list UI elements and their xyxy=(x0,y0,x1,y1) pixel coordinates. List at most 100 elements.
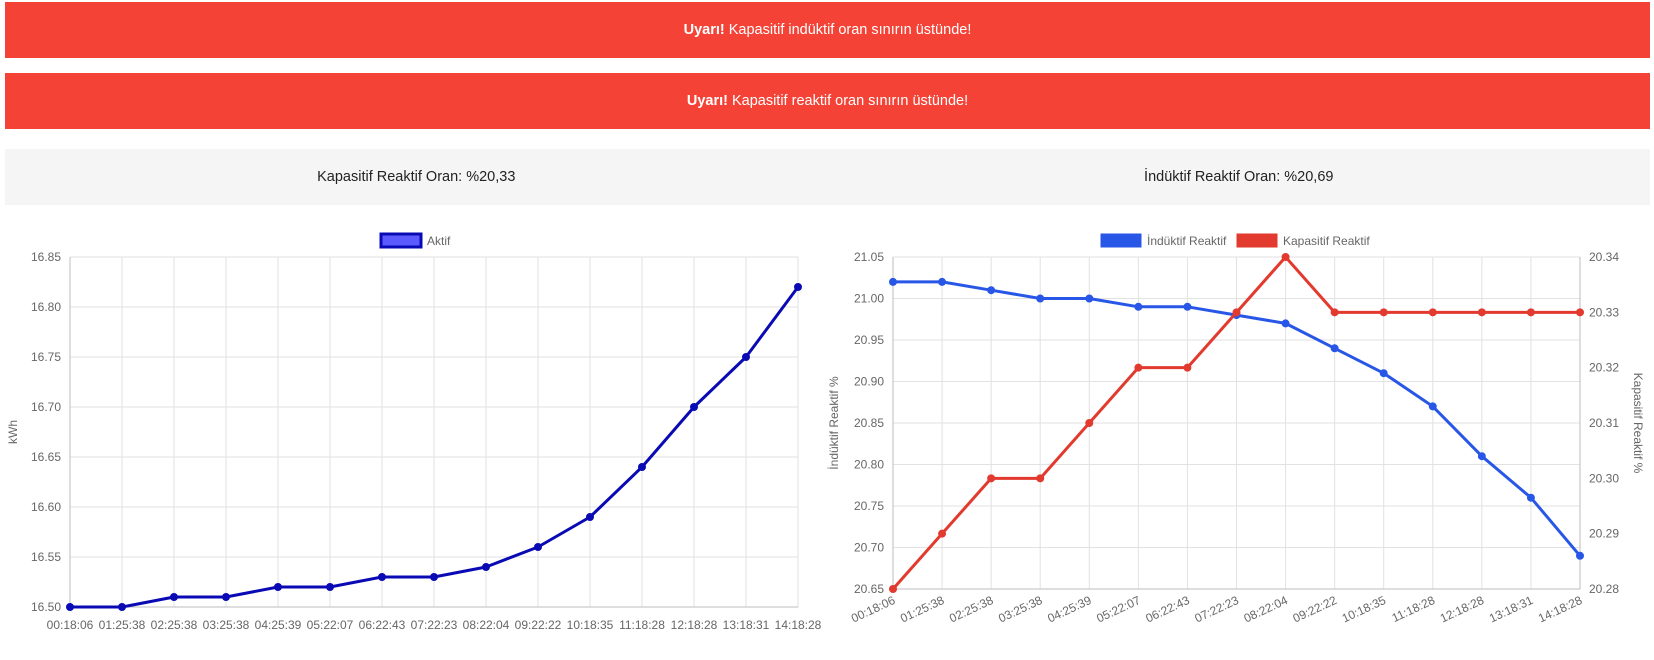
x-tick-label: 01:25:38 xyxy=(99,618,146,632)
x-tick-label: 06:22:43 xyxy=(359,618,406,632)
x-tick-label: 10:18:35 xyxy=(1340,593,1389,626)
x-tick-label: 14:18:28 xyxy=(1536,593,1585,626)
induktif-ratio-text: İndüktif Reaktif Oran: %20,69 xyxy=(1144,169,1334,185)
y-tick-label: 16.85 xyxy=(31,250,61,264)
x-tick-label: 02:25:38 xyxy=(947,593,996,626)
data-point xyxy=(1036,294,1045,303)
data-point xyxy=(326,583,334,591)
y-tick-label: 20.85 xyxy=(854,416,884,430)
alert-strong: Uyarı! xyxy=(686,93,728,109)
y-tick-label: 16.55 xyxy=(31,550,61,564)
data-point xyxy=(938,277,947,286)
y2-tick-label: 20.29 xyxy=(1589,527,1619,541)
y-tick-label: 20.80 xyxy=(854,458,884,472)
y-tick-label: 16.60 xyxy=(31,500,61,514)
legend-swatch xyxy=(379,232,423,249)
data-point xyxy=(1428,402,1437,411)
x-tick-label: 08:22:04 xyxy=(1242,593,1291,626)
data-point xyxy=(1576,308,1584,317)
x-tick-label: 12:18:28 xyxy=(1438,593,1487,626)
data-point xyxy=(378,573,386,581)
y2-tick-label: 20.31 xyxy=(1589,416,1619,430)
x-tick-label: 03:25:38 xyxy=(996,593,1045,626)
alert-kapasitif-induktif: Uyarı! Kapasitif indüktif oran sınırın ü… xyxy=(5,2,1650,58)
y2-axis-label: Kapasitif Reaktif % xyxy=(1631,373,1645,474)
data-point xyxy=(1526,308,1535,317)
data-point xyxy=(1036,474,1045,483)
data-point xyxy=(1085,419,1094,427)
y-tick-label: 20.70 xyxy=(854,541,884,555)
x-tick-label: 14:18:28 xyxy=(775,618,822,632)
y-tick-label: 16.50 xyxy=(31,600,61,614)
y-tick-label: 20.95 xyxy=(854,333,884,347)
data-point xyxy=(987,286,996,295)
data-point xyxy=(1232,308,1241,317)
x-tick-label: 12:18:28 xyxy=(671,618,718,632)
data-point xyxy=(1576,551,1584,560)
legend-label: Kapasitif Reaktif xyxy=(1283,234,1370,248)
data-point xyxy=(1134,363,1143,372)
x-tick-label: 08:22:04 xyxy=(463,618,510,632)
data-point xyxy=(1526,493,1535,502)
legend-swatch xyxy=(1236,233,1278,248)
x-tick-label: 00:18:06 xyxy=(47,618,94,632)
alert-text: Kapasitif indüktif oran sınırın üstünde! xyxy=(728,22,972,38)
y-tick-label: 20.90 xyxy=(854,375,884,389)
alert-strong: Uyarı! xyxy=(683,22,725,38)
x-tick-label: 02:25:38 xyxy=(151,618,198,632)
alert-kapasitif-reaktif: Uyarı! Kapasitif reaktif oran sınırın üs… xyxy=(5,73,1650,129)
x-tick-label: 03:25:38 xyxy=(203,618,250,632)
y-tick-label: 16.70 xyxy=(31,400,61,414)
data-point xyxy=(889,585,897,593)
x-tick-label: 07:22:23 xyxy=(1193,593,1242,626)
y-tick-label: 20.75 xyxy=(854,499,884,513)
data-point xyxy=(274,583,282,591)
y-axis-label: kWh xyxy=(6,420,20,444)
data-point xyxy=(1330,344,1339,353)
data-point xyxy=(938,529,947,538)
data-point xyxy=(638,463,646,471)
data-point xyxy=(690,403,698,411)
data-point xyxy=(742,353,750,361)
x-tick-label: 13:18:31 xyxy=(723,618,770,632)
data-point xyxy=(1379,369,1388,378)
data-point xyxy=(1134,302,1143,311)
x-tick-label: 00:18:06 xyxy=(849,593,898,626)
y-tick-label: 21.05 xyxy=(854,250,884,264)
y-tick-label: 16.65 xyxy=(31,450,61,464)
data-point xyxy=(987,474,996,483)
data-point xyxy=(482,563,490,571)
legend-label: Aktif xyxy=(427,234,451,248)
x-tick-label: 13:18:31 xyxy=(1487,593,1536,626)
data-point xyxy=(118,603,126,611)
legend-label: İndüktif Reaktif xyxy=(1147,234,1227,248)
legend-swatch xyxy=(1100,233,1142,248)
x-tick-label: 09:22:22 xyxy=(515,618,562,632)
data-point xyxy=(170,593,178,601)
alert-text: Kapasitif reaktif oran sınırın üstünde! xyxy=(731,93,969,109)
data-point xyxy=(1428,308,1437,317)
data-point xyxy=(1379,308,1388,317)
data-point xyxy=(586,513,594,521)
x-tick-label: 11:18:28 xyxy=(1390,593,1438,625)
x-tick-label: 09:22:22 xyxy=(1291,593,1340,626)
y-tick-label: 20.65 xyxy=(854,582,884,596)
data-point xyxy=(1477,308,1486,317)
x-tick-label: 05:22:07 xyxy=(1094,593,1143,626)
y2-tick-label: 20.32 xyxy=(1589,361,1619,375)
x-tick-label: 06:22:43 xyxy=(1143,593,1192,626)
data-point xyxy=(430,573,438,581)
data-point xyxy=(1330,308,1339,317)
y2-tick-label: 20.30 xyxy=(1589,471,1619,485)
y-tick-label: 16.75 xyxy=(31,350,61,364)
data-point xyxy=(1281,319,1290,328)
x-tick-label: 07:22:23 xyxy=(411,618,458,632)
x-tick-label: 11:18:28 xyxy=(619,618,665,632)
data-point xyxy=(1183,363,1192,372)
y2-tick-label: 20.33 xyxy=(1589,305,1619,319)
x-tick-label: 05:22:07 xyxy=(307,618,354,632)
x-tick-label: 01:25:38 xyxy=(898,593,947,626)
x-tick-label: 04:25:39 xyxy=(1045,593,1094,626)
data-point xyxy=(66,603,74,611)
